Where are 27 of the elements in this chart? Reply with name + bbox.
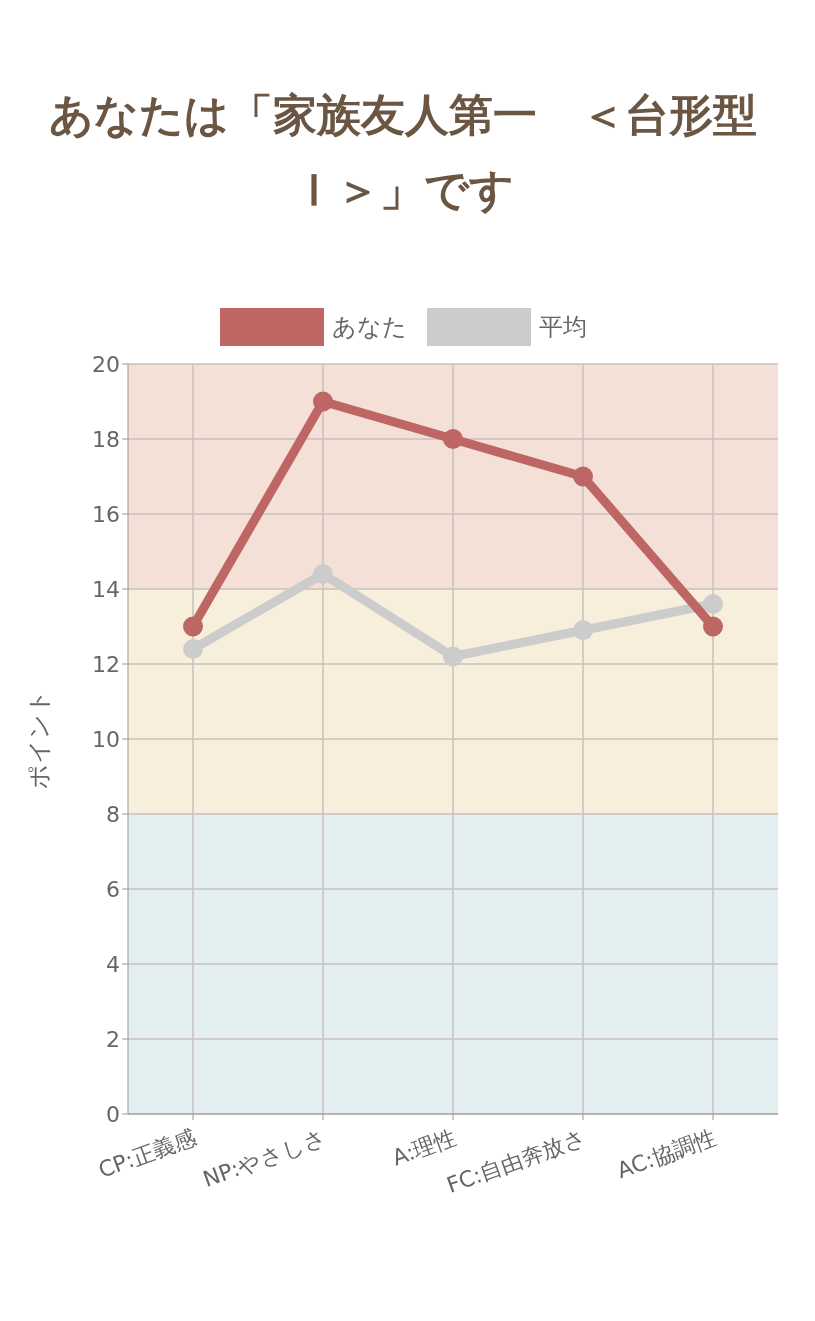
y-tick-label: 6	[106, 876, 120, 902]
y-tick-label: 8	[106, 801, 120, 827]
point	[183, 616, 203, 637]
y-tick-label: 18	[92, 426, 120, 452]
x-tick-label: A:理性	[388, 1123, 460, 1171]
y-tick-label: 12	[92, 651, 120, 677]
y-tick-label: 10	[92, 726, 120, 752]
point	[313, 391, 333, 412]
point	[443, 646, 463, 667]
x-tick-label: NP:やさしさ	[199, 1123, 330, 1192]
legend-label: 平均	[538, 311, 587, 343]
point	[573, 466, 593, 487]
point	[313, 563, 333, 584]
y-tick-label: 20	[92, 351, 120, 377]
point	[703, 616, 723, 637]
y-tick-label: 14	[92, 576, 120, 602]
point	[183, 638, 203, 659]
point	[703, 593, 723, 614]
point	[443, 428, 463, 449]
chart-title: あなたは「家族友人第一 ＜台形型Ｉ＞」です	[48, 88, 758, 217]
y-tick-label: 2	[106, 1026, 120, 1052]
y-tick-label: 16	[92, 501, 120, 527]
legend-label: あなた	[331, 311, 407, 343]
y-axis-title: ポイント	[24, 688, 53, 789]
y-tick-label: 4	[106, 951, 120, 977]
x-tick-label: AC:協調性	[613, 1123, 720, 1183]
point	[573, 619, 593, 640]
